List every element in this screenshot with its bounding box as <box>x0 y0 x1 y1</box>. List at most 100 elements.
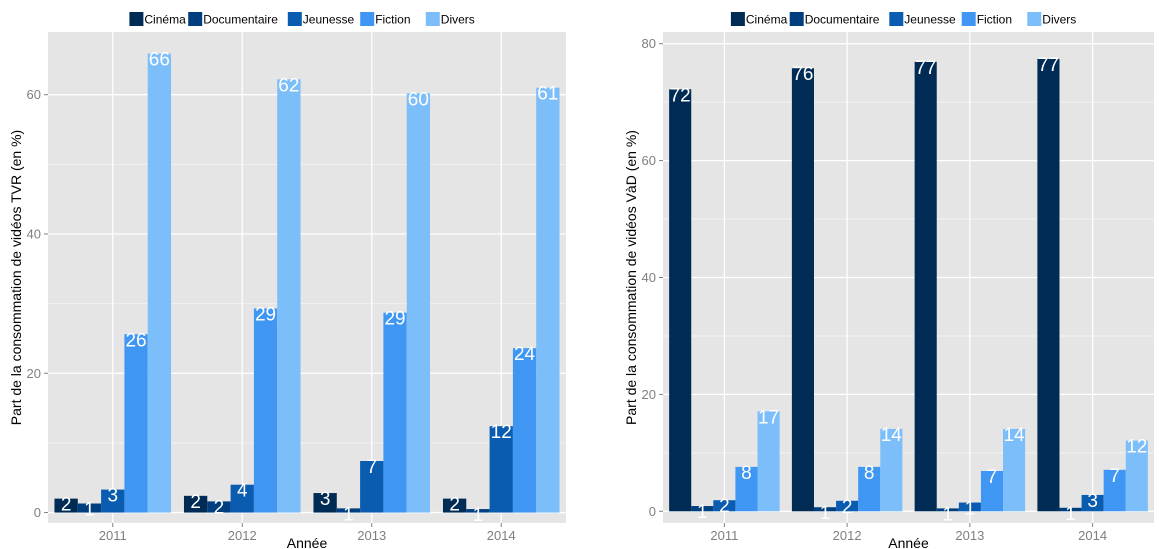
vad-bar-cinéma-2012 <box>791 68 814 512</box>
vad-x-axis-title: Année <box>888 535 929 549</box>
vad-bar-label: 8 <box>864 463 875 484</box>
tvr-bar-divers-2013 <box>406 93 431 513</box>
vad-bar-documentaire-2011 <box>691 506 714 512</box>
tvr-x-tick-label: 2011 <box>99 528 127 543</box>
vad-bar-label: 14 <box>1003 425 1025 446</box>
vad-bar-cinéma-2014 <box>1037 58 1060 512</box>
tvr-bar-jeunesse-2012 <box>230 484 254 513</box>
tvr-bar-label: 2 <box>449 495 460 516</box>
tvr-bar-label: 26 <box>125 330 146 351</box>
tvr-bar-fiction-2013 <box>383 312 407 513</box>
vad-y-tick-label: 40 <box>642 270 656 285</box>
tvr-legend-swatch <box>287 12 302 26</box>
tvr-bar-jeunesse-2013 <box>360 461 384 513</box>
vad-bar-label: 17 <box>758 407 779 428</box>
tvr-bar-label: 2 <box>61 495 72 516</box>
tvr-bar-label: 12 <box>491 422 512 443</box>
tvr-bar-divers-2011 <box>147 53 172 513</box>
tvr-y-tick-label: 0 <box>34 505 41 520</box>
tvr-bar-documentaire-2012 <box>207 501 231 513</box>
vad-y-tick-label: 0 <box>649 504 656 519</box>
vad-bar-label: 2 <box>842 497 853 518</box>
vad-bar-label: 72 <box>670 85 691 106</box>
tvr-bar-label: 61 <box>537 84 558 105</box>
vad-y-axis-title: Part de la consommation de vidéos VàD (e… <box>623 130 639 425</box>
vad-bar-label: 14 <box>881 425 903 446</box>
vad-bar-cinéma-2013 <box>914 61 937 512</box>
vad-bar-label: 2 <box>719 496 730 517</box>
tvr-bar-cinéma-2011 <box>54 498 78 513</box>
vad-bar-fiction-2013 <box>980 470 1004 512</box>
vad-bar-cinéma-2011 <box>669 89 692 512</box>
tvr-bar-label: 7 <box>366 457 377 478</box>
tvr-bar-label: 24 <box>514 344 536 365</box>
vad-bar-fiction-2011 <box>735 466 758 512</box>
vad-y-tick-label: 20 <box>642 387 656 402</box>
vad-x-tick-label: 2014 <box>1078 528 1107 543</box>
tvr-bar-documentaire-2014 <box>466 509 490 513</box>
tvr-legend-label: Fiction <box>375 13 410 27</box>
vad-x-tick-label: 2013 <box>955 528 984 543</box>
vad-bar-documentaire-2013 <box>936 508 959 512</box>
vad-bar-label: 7 <box>1109 466 1120 487</box>
vad-legend-swatch <box>730 12 745 26</box>
tvr-bar-divers-2012 <box>277 79 301 513</box>
tvr-bar-fiction-2012 <box>253 308 278 513</box>
tvr-bar-label: 1 <box>84 499 95 520</box>
tvr-bar-label: 29 <box>255 304 276 325</box>
tvr-bar-label: 2 <box>190 492 201 513</box>
vad-legend-swatch <box>961 12 976 26</box>
tvr-legend-label: Cinéma <box>144 13 186 27</box>
vad-legend: Cinéma Documentaire Jeunesse Fiction Divers <box>730 12 1076 27</box>
tvr-bar-label: 66 <box>149 50 170 71</box>
vad-legend-label: Cinéma <box>746 13 788 27</box>
tvr-bar-fiction-2014 <box>512 348 537 513</box>
tvr-bar-documentaire-2011 <box>77 503 102 513</box>
vad-bar-label: 77 <box>1038 55 1059 76</box>
tvr-legend-swatch <box>360 12 375 26</box>
tvr-bar-divers-2014 <box>536 87 560 513</box>
vad-bar-fiction-2014 <box>1103 469 1126 512</box>
vad-bar-label: 1 <box>1065 504 1076 525</box>
tvr-y-axis-title: Part de la consommation de vidéos TVR (e… <box>8 130 24 425</box>
vad-bar-label: 76 <box>792 64 813 85</box>
tvr-bar-label: 62 <box>278 75 299 96</box>
tvr-legend-swatch <box>129 12 144 26</box>
vad-bar-label: 77 <box>915 58 936 79</box>
vad-bar-label: 3 <box>1087 491 1098 512</box>
tvr-legend-label: Jeunesse <box>303 13 355 27</box>
tvr-bar-label: 29 <box>384 309 405 330</box>
tvr-y-tick-label: 60 <box>27 87 41 102</box>
vad-x-tick-label: 2011 <box>710 528 738 543</box>
tvr-bar-label: 3 <box>320 489 331 510</box>
vad-legend-label: Documentaire <box>805 13 880 27</box>
tvr-bar-jeunesse-2011 <box>101 489 125 513</box>
vad-legend-label: Divers <box>1042 13 1076 27</box>
vad-y-tick-label: 80 <box>642 36 656 51</box>
tvr-legend-label: Documentaire <box>203 13 278 27</box>
vad-bar-divers-2013 <box>1003 428 1026 512</box>
tvr-bar-cinéma-2014 <box>442 498 467 513</box>
vad-bar-documentaire-2014 <box>1059 507 1082 512</box>
tvr-y-tick-label: 20 <box>27 366 41 381</box>
tvr-bar-label: 4 <box>237 481 248 502</box>
vad-bar-divers-2011 <box>757 411 780 512</box>
tvr-bar-label: 1 <box>343 504 354 525</box>
vad-bar-documentaire-2012 <box>813 507 837 512</box>
tvr-bar-label: 60 <box>408 89 429 110</box>
vad-bar-jeunesse-2013 <box>958 502 981 512</box>
tvr-legend-label: Divers <box>441 13 475 27</box>
vad-bar-divers-2014 <box>1125 440 1148 512</box>
tvr-bar-cinéma-2012 <box>183 495 208 513</box>
tvr-bar-label: 3 <box>107 486 118 507</box>
vad-legend-swatch <box>889 12 904 26</box>
tvr-x-tick-label: 2013 <box>357 528 386 543</box>
vad-bar-label: 8 <box>741 463 752 484</box>
tvr-x-axis-title: Année <box>287 535 328 549</box>
vad-bar-label: 1 <box>965 499 976 520</box>
vad-legend-label: Jeunesse <box>904 13 956 27</box>
tvr-x-tick-label: 2014 <box>487 528 516 543</box>
vad-bar-jeunesse-2014 <box>1081 494 1104 512</box>
vad-legend-swatch <box>1027 12 1042 26</box>
